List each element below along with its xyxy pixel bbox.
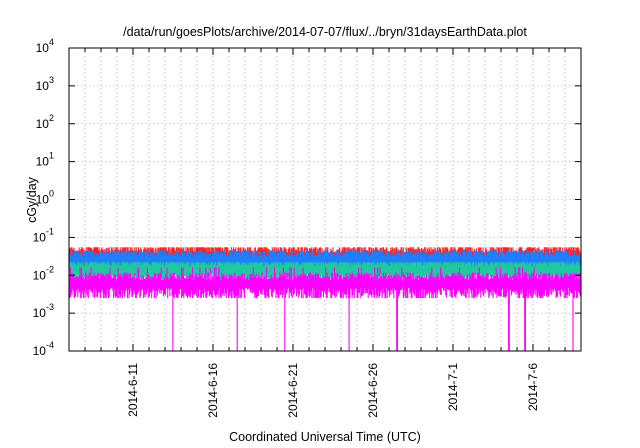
axis-layer: 10-4 10-3 10-2 10-1 100 101 102 103 104 2014-6-11… — [33, 37, 581, 418]
y-tick-label: 10-1 — [33, 226, 54, 244]
y-tick-label: 10-4 — [33, 340, 54, 358]
x-tick-label: 2014-7-1 — [446, 363, 460, 411]
y-tick-label: 102 — [36, 113, 54, 131]
plot-frame — [68, 47, 582, 352]
y-tick-label: 10-2 — [33, 264, 54, 282]
x-tick-label: 2014-6-11 — [126, 363, 140, 417]
x-tick-label: 2014-7-6 — [526, 363, 540, 411]
grid-layer — [69, 47, 581, 352]
y-tick-label: 101 — [36, 151, 54, 169]
y-tick-label: 104 — [36, 37, 54, 55]
x-axis-label: Coordinated Universal Time (UTC) — [229, 430, 421, 444]
x-tick-label: 2014-6-21 — [286, 363, 300, 418]
y-tick-label: 100 — [36, 189, 54, 207]
x-tick-label: 2014-6-16 — [206, 363, 220, 418]
y-tick-label: 103 — [36, 75, 54, 93]
chart-title: /data/run/goesPlots/archive/2014-07-07/f… — [123, 25, 527, 39]
y-tick-label: 10-3 — [33, 302, 54, 320]
x-tick-label: 2014-6-26 — [366, 363, 380, 418]
series-layer — [68, 247, 582, 351]
y-axis-label: cGy/day — [25, 176, 39, 223]
